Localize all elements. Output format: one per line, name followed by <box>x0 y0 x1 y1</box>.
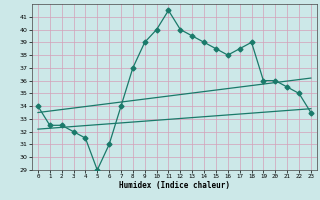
X-axis label: Humidex (Indice chaleur): Humidex (Indice chaleur) <box>119 181 230 190</box>
